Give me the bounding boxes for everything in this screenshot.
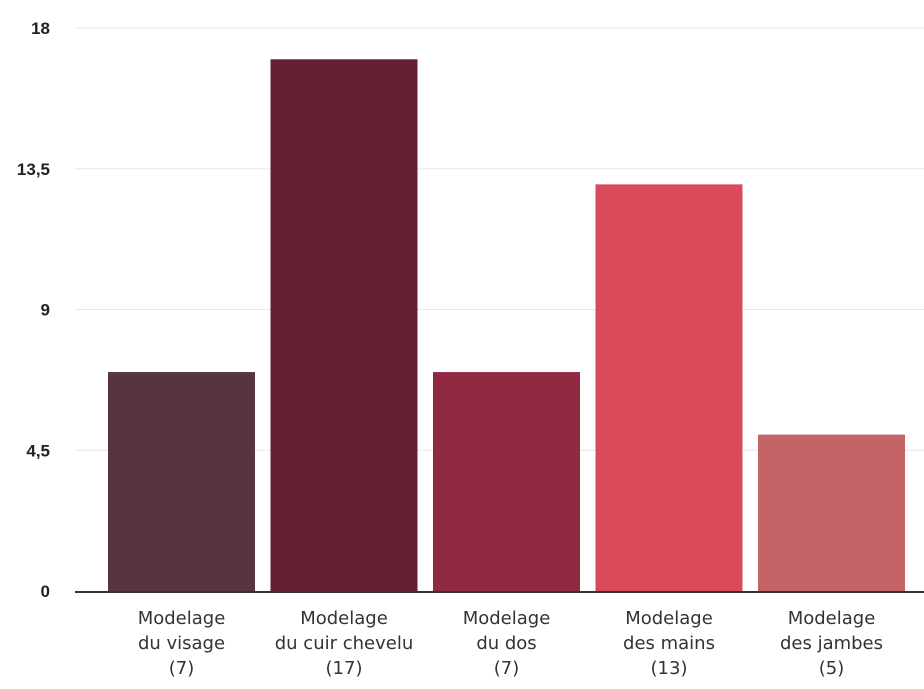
- y-tick-label: 9: [41, 301, 50, 320]
- x-tick-label: Modelage des jambes (5): [780, 608, 883, 679]
- x-tick-label: Modelage du visage (7): [138, 608, 226, 679]
- y-tick-label: 13,5: [17, 160, 50, 179]
- x-tick-label: Modelage du dos (7): [463, 608, 551, 679]
- bar: [433, 372, 580, 591]
- y-tick-label: 4,5: [26, 441, 50, 460]
- bar: [108, 372, 255, 591]
- bar: [758, 434, 905, 591]
- y-tick-label: 18: [31, 19, 50, 38]
- bar: [270, 59, 418, 592]
- y-tick-label: 0: [41, 582, 50, 601]
- bar: [595, 184, 743, 591]
- x-tick-label: Modelage des mains (13): [623, 608, 715, 679]
- x-tick-label: Modelage du cuir chevelu (17): [275, 608, 414, 679]
